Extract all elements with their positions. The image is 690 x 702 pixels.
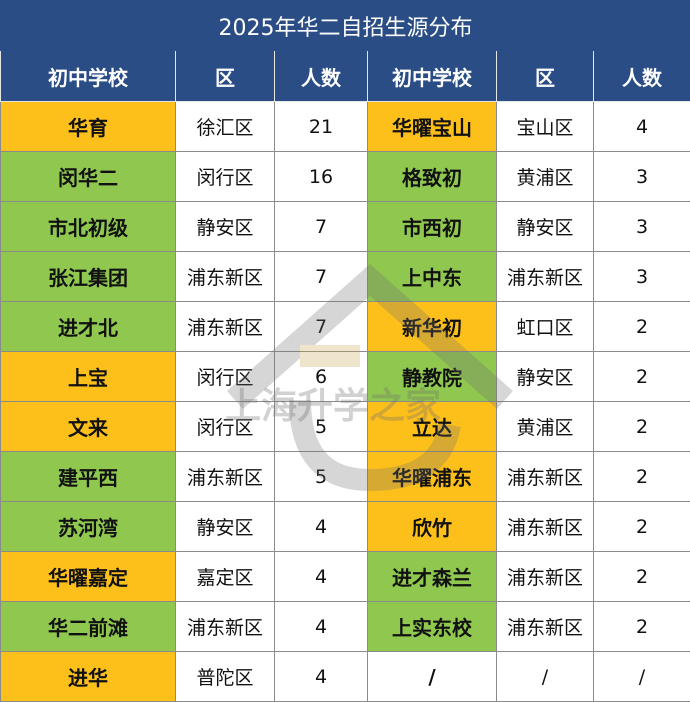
school-cell-right: 欣竹 [367,501,497,552]
header-count-right: 人数 [593,50,690,102]
district-cell-right: / [496,651,594,702]
district-cell-right: 浦东新区 [496,501,594,552]
school-cell-left: 张江集团 [0,251,176,302]
school-cell-right: 格致初 [367,151,497,202]
district-cell-left: 普陀区 [175,651,275,702]
district-cell-right: 黄浦区 [496,401,594,452]
school-cell-left: 进华 [0,651,176,702]
count-cell-left: 7 [274,251,368,302]
count-cell-left: 4 [274,501,368,552]
district-cell-left: 浦东新区 [175,451,275,502]
district-cell-left: 徐汇区 [175,101,275,152]
district-cell-left: 闵行区 [175,351,275,402]
table-row: 文来 闵行区 5 立达 黄浦区 2 [0,401,690,452]
count-cell-right: / [593,651,690,702]
table-row: 闵华二 闵行区 16 格致初 黄浦区 3 [0,151,690,202]
header-school-left: 初中学校 [0,50,176,102]
school-cell-left: 建平西 [0,451,176,502]
table-row: 进华 普陀区 4// / [0,651,690,702]
table-row: 建平西 浦东新区 5 华曜浦东 浦东新区 2 [0,451,690,502]
district-cell-right: 宝山区 [496,101,594,152]
table-row: 进才北 浦东新区 7 新华初 虹口区 2 [0,301,690,352]
header-count-left: 人数 [274,50,368,102]
table-row: 张江集团 浦东新区 7 上中东 浦东新区 3 [0,251,690,302]
table-body: 华育 徐汇区 21 华曜宝山 宝山区 4 闵华二 闵行区 16 格致初 黄浦区 3 市北初级 静安区 7 市西… [0,101,690,702]
school-cell-right: 华曜浦东 [367,451,497,502]
count-cell-left: 5 [274,451,368,502]
count-cell-right: 3 [593,251,690,302]
school-cell-right: 市西初 [367,201,497,252]
table-row: 苏河湾 静安区 4 欣竹 浦东新区 2 [0,501,690,552]
school-cell-right: 上实东校 [367,601,497,652]
district-cell-left: 浦东新区 [175,251,275,302]
school-cell-right: 上中东 [367,251,497,302]
district-cell-left: 浦东新区 [175,601,275,652]
count-cell-left: 4 [274,651,368,702]
school-cell-left: 进才北 [0,301,176,352]
district-cell-right: 静安区 [496,201,594,252]
school-cell-right: / [367,651,497,702]
district-cell-right: 黄浦区 [496,151,594,202]
school-cell-left: 华育 [0,101,176,152]
district-cell-left: 闵行区 [175,151,275,202]
table-title: 2025年华二自招生源分布 [0,0,690,51]
header-district-left: 区 [175,50,275,102]
count-cell-right: 2 [593,451,690,502]
count-cell-left: 7 [274,201,368,252]
school-cell-right: 进才森兰 [367,551,497,602]
school-cell-left: 苏河湾 [0,501,176,552]
table-row: 华二前滩 浦东新区 4 上实东校 浦东新区 2 [0,601,690,652]
count-cell-right: 2 [593,301,690,352]
count-cell-left: 21 [274,101,368,152]
table-row: 上宝 闵行区 6 静教院 静安区 2 [0,351,690,402]
count-cell-right: 4 [593,101,690,152]
count-cell-left: 16 [274,151,368,202]
district-cell-left: 嘉定区 [175,551,275,602]
district-cell-right: 静安区 [496,351,594,402]
district-cell-right: 浦东新区 [496,251,594,302]
count-cell-left: 5 [274,401,368,452]
table-row: 华育 徐汇区 21 华曜宝山 宝山区 4 [0,101,690,152]
district-cell-right: 浦东新区 [496,551,594,602]
count-cell-right: 2 [593,551,690,602]
school-cell-left: 闵华二 [0,151,176,202]
count-cell-left: 4 [274,601,368,652]
table-row: 市北初级 静安区 7 市西初 静安区 3 [0,201,690,252]
count-cell-right: 2 [593,401,690,452]
school-cell-right: 新华初 [367,301,497,352]
count-cell-left: 4 [274,551,368,602]
district-cell-left: 静安区 [175,201,275,252]
count-cell-right: 2 [593,351,690,402]
district-cell-right: 浦东新区 [496,451,594,502]
district-cell-left: 闵行区 [175,401,275,452]
header-school-right: 初中学校 [367,50,497,102]
district-cell-left: 静安区 [175,501,275,552]
school-cell-left: 文来 [0,401,176,452]
header-row: 初中学校 区 人数 初中学校 区 人数 [0,50,690,102]
count-cell-left: 6 [274,351,368,402]
school-cell-left: 市北初级 [0,201,176,252]
school-cell-right: 静教院 [367,351,497,402]
table-row: 华曜嘉定 嘉定区 4 进才森兰 浦东新区 2 [0,551,690,602]
district-cell-left: 浦东新区 [175,301,275,352]
school-cell-left: 华曜嘉定 [0,551,176,602]
district-cell-right: 浦东新区 [496,601,594,652]
count-cell-right: 2 [593,601,690,652]
count-cell-right: 3 [593,201,690,252]
count-cell-right: 2 [593,501,690,552]
count-cell-right: 3 [593,151,690,202]
school-cell-left: 华二前滩 [0,601,176,652]
school-cell-left: 上宝 [0,351,176,402]
school-cell-right: 立达 [367,401,497,452]
school-cell-right: 华曜宝山 [367,101,497,152]
count-cell-left: 7 [274,301,368,352]
district-cell-right: 虹口区 [496,301,594,352]
header-district-right: 区 [496,50,594,102]
